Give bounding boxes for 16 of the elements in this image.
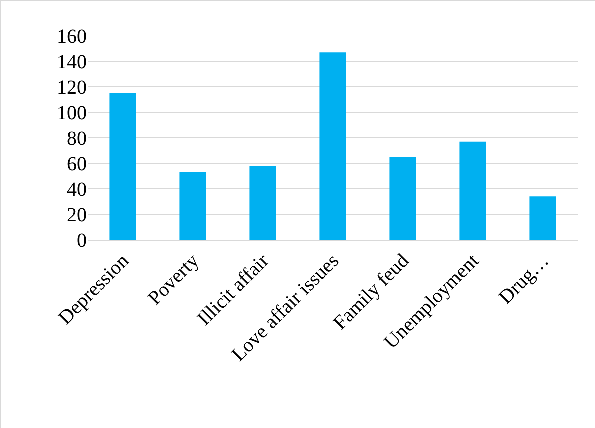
bar xyxy=(530,196,556,240)
bar xyxy=(180,172,206,240)
bar xyxy=(460,142,486,240)
bar xyxy=(250,166,276,240)
bar xyxy=(320,52,346,240)
y-tick-label: 140 xyxy=(57,52,87,74)
y-tick-label: 120 xyxy=(57,77,87,99)
y-tick-label: 20 xyxy=(67,204,87,226)
bar xyxy=(390,157,416,240)
y-tick-label: 80 xyxy=(67,128,87,150)
y-tick-label: 160 xyxy=(57,26,87,48)
y-tick-label: 40 xyxy=(67,179,87,201)
bar xyxy=(110,93,136,240)
y-tick-label: 60 xyxy=(67,154,87,176)
y-tick-label: 100 xyxy=(57,102,87,124)
y-tick-label: 0 xyxy=(77,230,87,252)
